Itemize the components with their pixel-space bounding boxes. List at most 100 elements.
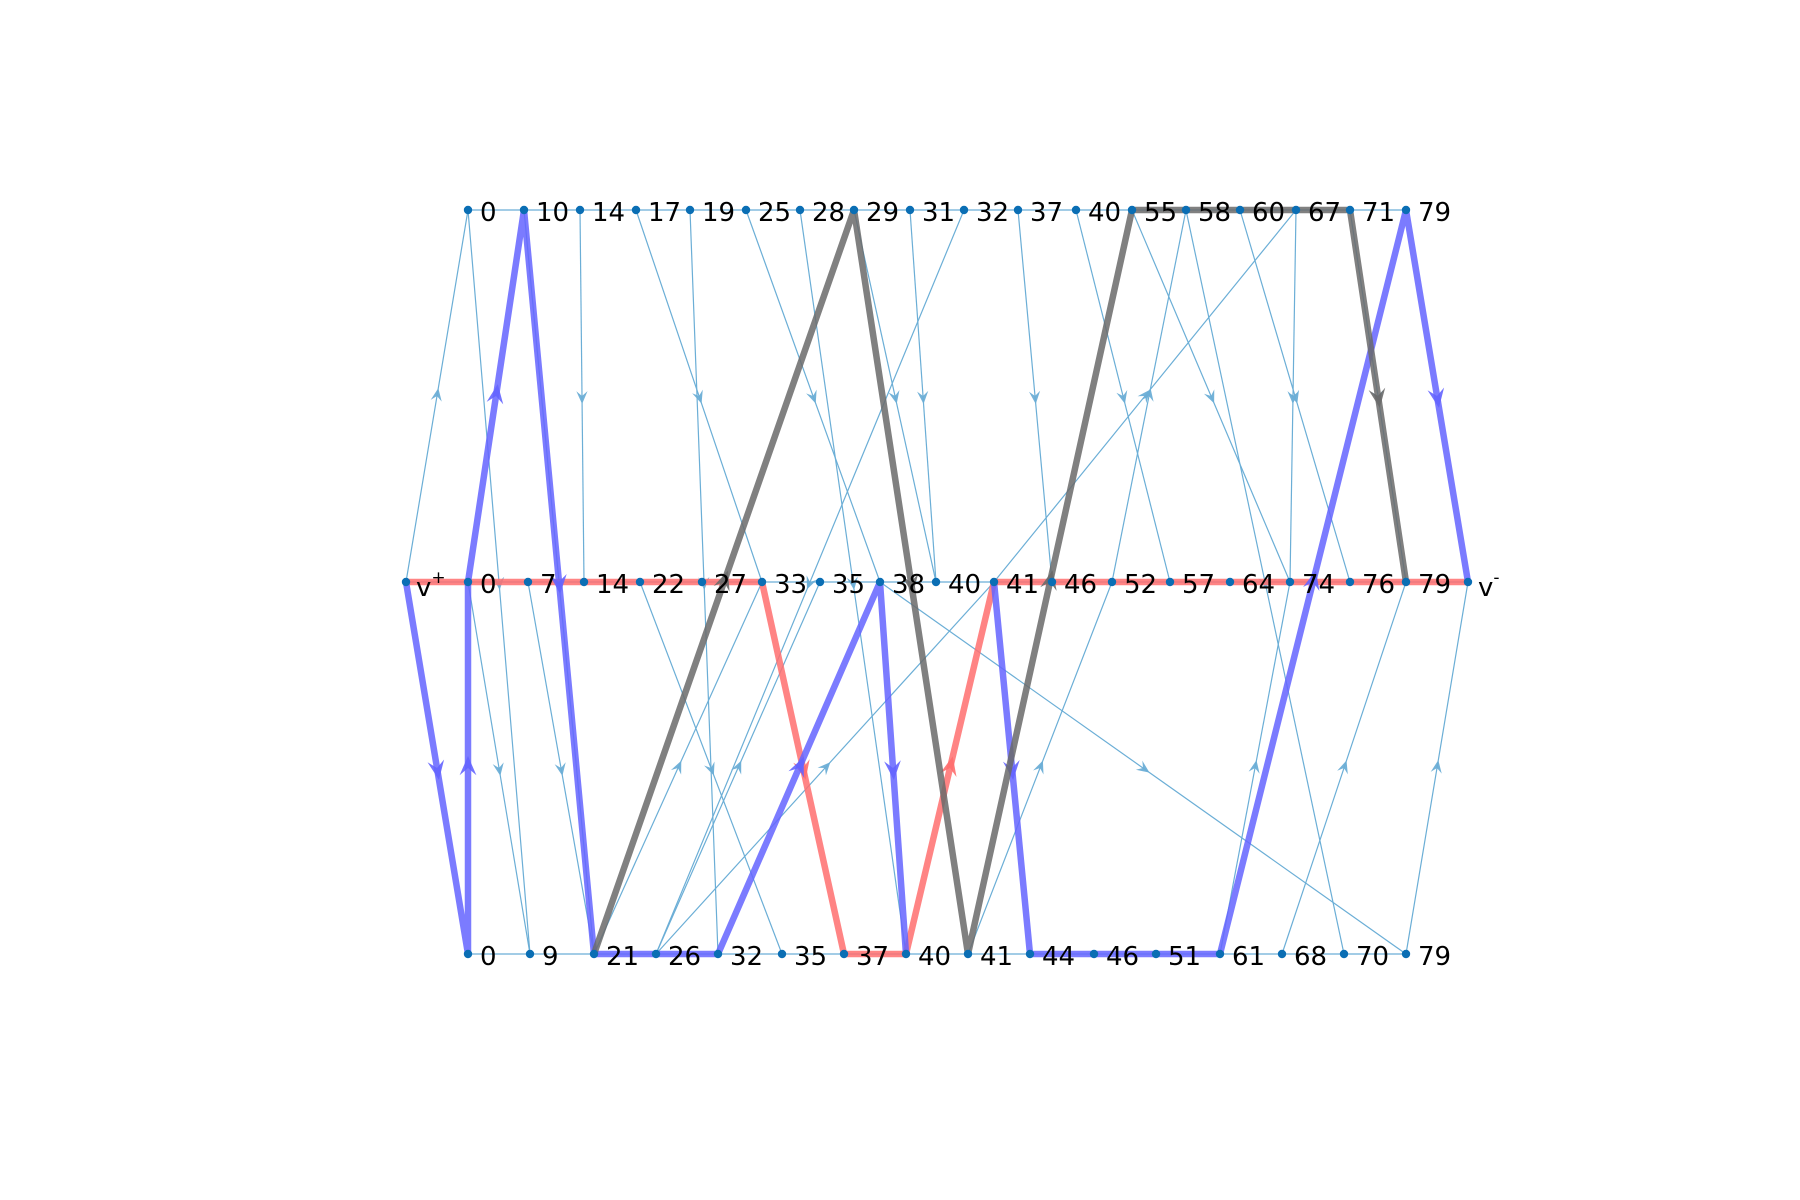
node-label: 0: [480, 942, 497, 972]
node-dot: [901, 949, 911, 959]
thin-edge-arrow: [817, 762, 831, 776]
node-label: 29: [866, 198, 899, 228]
node-label: 0: [480, 570, 497, 600]
thin-edge-arrow: [1430, 760, 1442, 774]
node-label: 40: [1088, 198, 1121, 228]
node-dot: [1339, 949, 1349, 959]
node-dot: [1089, 949, 1099, 959]
node-dot: [1401, 577, 1411, 587]
path-arrow: [713, 570, 730, 592]
node-dot: [989, 577, 999, 587]
thin-edge-arrow: [704, 761, 715, 776]
node-dot: [1345, 577, 1355, 587]
node-label: 40: [918, 942, 951, 972]
node-label: 35: [832, 570, 865, 600]
node-dot: [777, 949, 787, 959]
node-label: 31: [922, 198, 955, 228]
node-label: 41: [1006, 570, 1039, 600]
node-label: 41: [980, 942, 1013, 972]
node-label: 79: [1418, 198, 1451, 228]
node-label: 46: [1106, 942, 1139, 972]
thin-edge-arrow: [430, 388, 442, 402]
thin-edge-arrow: [576, 391, 588, 404]
thin-edge-arrow: [670, 760, 682, 775]
thin-edges: [405, 209, 1469, 955]
node-dot: [1025, 949, 1035, 959]
path-arrow: [884, 760, 901, 780]
thin-edge-arrow: [806, 389, 817, 404]
node-dot: [635, 577, 645, 587]
node-dot: [579, 577, 589, 587]
node-dot: [523, 577, 533, 587]
node-label: 0: [480, 198, 497, 228]
node-label: 68: [1294, 942, 1327, 972]
source-label: v+: [416, 568, 446, 603]
node-label: 14: [596, 570, 629, 600]
node-dot: [575, 205, 585, 215]
path-arrow: [1427, 387, 1445, 408]
node-label: 37: [1030, 198, 1063, 228]
node-label: 51: [1168, 942, 1201, 972]
node-label: 71: [1362, 198, 1395, 228]
node-dot: [757, 577, 767, 587]
node-dot: [697, 577, 707, 587]
node-label: 44: [1042, 942, 1075, 972]
node-dot: [463, 949, 473, 959]
node-label: 22: [652, 570, 685, 600]
node-dot: [685, 205, 695, 215]
node-dot: [1151, 949, 1161, 959]
path-arrow: [427, 759, 445, 780]
node-label: 27: [714, 570, 747, 600]
thin-edge-arrow: [730, 760, 742, 775]
thin-edge-arrow: [846, 576, 858, 590]
node-label: 19: [702, 198, 735, 228]
thin-edge-arrow: [1137, 389, 1151, 404]
node-label: 9: [542, 942, 559, 972]
node-label: 64: [1242, 570, 1275, 600]
path-arrow: [486, 384, 504, 405]
thin-edge-arrow: [917, 390, 929, 404]
node-label: 57: [1182, 570, 1215, 600]
thin-edge-arrow: [1248, 760, 1260, 774]
thin-edge-arrow: [1116, 389, 1128, 404]
node-label: 14: [592, 198, 625, 228]
node-dot: [589, 949, 599, 959]
thin-edge-arrow: [1287, 391, 1299, 404]
node-dot: [1463, 577, 1473, 587]
node-label: 28: [812, 198, 845, 228]
thin-edge-arrow: [1203, 389, 1215, 404]
node-dot: [1345, 205, 1355, 215]
node-label: 35: [794, 942, 827, 972]
node-dot: [519, 205, 529, 215]
node-label: 79: [1418, 942, 1451, 972]
node-label: 46: [1064, 570, 1097, 600]
node-label: 25: [758, 198, 791, 228]
node-dot: [463, 577, 473, 587]
node-label: 10: [536, 198, 569, 228]
node-label: 70: [1356, 942, 1389, 972]
node-dot: [1277, 949, 1287, 959]
thin-edge-arrow: [554, 762, 566, 776]
node-dot: [1225, 577, 1235, 587]
node-dot: [401, 577, 411, 587]
node-dot: [1165, 577, 1175, 587]
node-dot: [1285, 577, 1295, 587]
path-arrow: [788, 756, 804, 778]
node-label: 21: [606, 942, 639, 972]
sink-label: v-: [1478, 568, 1500, 603]
thin-edge-arrow: [1028, 390, 1041, 404]
nodes: [401, 205, 1473, 959]
node-label: 26: [668, 942, 701, 972]
node-dot: [1401, 949, 1411, 959]
thin-edge-arrow: [1337, 760, 1348, 775]
node-label: 74: [1302, 570, 1335, 600]
node-label: 32: [730, 942, 763, 972]
node-dot: [795, 205, 805, 215]
node-dot: [963, 949, 973, 959]
path-arrow: [549, 574, 567, 594]
node-dot: [839, 949, 849, 959]
node-labels: 0 10 14 17 19 25 28 29 31 32 37 40 55 58 60 67 71 79 0 7 14 2…: [480, 198, 1451, 972]
node-dot: [1235, 205, 1245, 215]
